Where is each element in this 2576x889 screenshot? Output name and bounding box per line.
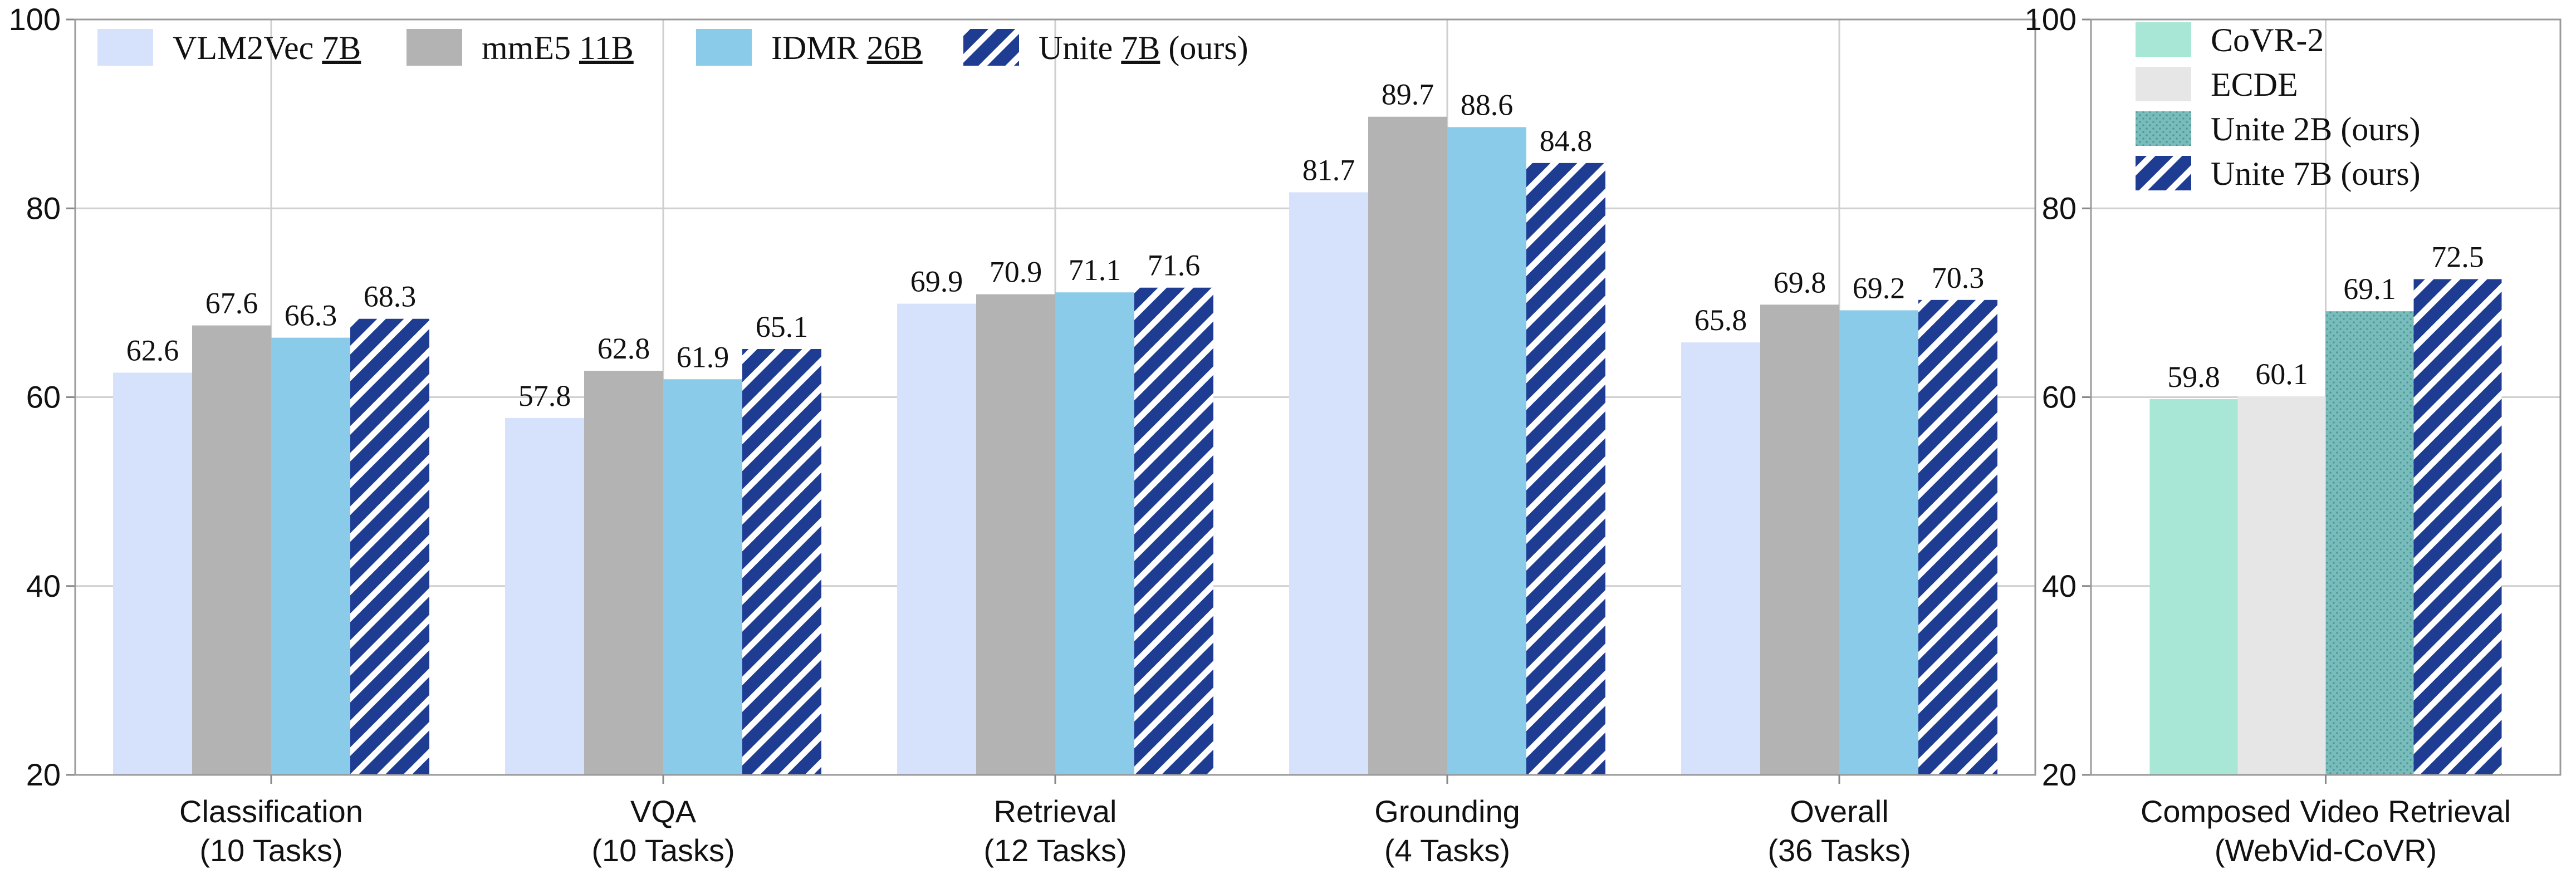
legend-swatch — [2136, 111, 2191, 146]
legend-entry: mmE5 11B — [482, 30, 634, 66]
bar — [1526, 163, 1605, 775]
x-tick-label: (12 Tasks) — [983, 833, 1127, 868]
legend-model-size: 7B — [322, 30, 361, 66]
bar — [2413, 279, 2502, 775]
x-tick-label: (36 Tasks) — [1767, 833, 1911, 868]
bar-value-label: 65.1 — [756, 310, 809, 343]
bar-value-label: 68.3 — [364, 280, 417, 313]
bar — [113, 372, 192, 775]
bar — [976, 294, 1055, 775]
bar — [663, 379, 742, 775]
legend-entry: ECDE — [2211, 66, 2298, 103]
bar — [350, 318, 429, 775]
y-tick-label: 40 — [2042, 568, 2077, 603]
legend-entry: IDMR 26B — [771, 30, 923, 66]
legend-entry: Unite 2B (ours) — [2211, 111, 2421, 148]
bar — [584, 371, 663, 775]
bar-value-label: 69.9 — [910, 265, 963, 298]
legend-model-size: 11B — [579, 30, 634, 66]
bar-value-label: 62.8 — [598, 332, 650, 365]
bar-value-label: 71.6 — [1148, 249, 1201, 282]
bar — [271, 337, 350, 775]
legend-swatch — [696, 29, 752, 66]
bar — [1289, 192, 1368, 775]
y-tick-label: 20 — [2042, 757, 2077, 792]
bar — [2325, 311, 2414, 775]
y-tick-label: 80 — [26, 190, 61, 225]
x-tick-label: (10 Tasks) — [591, 833, 734, 868]
legend-swatch — [407, 29, 462, 66]
bar-value-label: 65.8 — [1695, 303, 1747, 337]
legend-entry: Unite 7B (ours) — [1039, 30, 1248, 66]
bar-value-label: 72.5 — [2431, 240, 2484, 273]
bar-value-label: 71.1 — [1069, 253, 1122, 287]
main-benchmark-chart: 20 40 60 80 100 62.6 67.6 66.3 68.3 57.8 62.8 61.9 6… — [9, 2, 2036, 868]
bar — [2237, 396, 2326, 775]
x-tick-label: Grounding — [1374, 794, 1520, 829]
bar — [897, 303, 976, 775]
bar — [1918, 299, 1997, 775]
legend-swatch — [2136, 22, 2191, 57]
legend-suffix: (ours) — [1168, 30, 1248, 66]
bar — [1760, 304, 1839, 775]
legend-model-size: 26B — [867, 30, 923, 66]
bar-value-label: 66.3 — [285, 299, 337, 332]
y-tick-label: 100 — [2025, 2, 2077, 37]
x-tick-label: Composed Video Retrieval — [2141, 794, 2511, 829]
y-tick-label: 40 — [26, 568, 61, 603]
legend-entry: VLM2Vec 7B — [173, 30, 361, 66]
bar-value-label: 81.7 — [1302, 153, 1355, 186]
bar-value-label: 60.1 — [2255, 357, 2308, 391]
x-tick-label: Classification — [179, 794, 363, 829]
legend-swatch — [97, 29, 153, 66]
y-tick-label: 100 — [9, 2, 61, 37]
x-tick-label: (10 Tasks) — [199, 833, 342, 868]
bar-value-label: 69.1 — [2343, 272, 2396, 306]
bar — [2149, 399, 2238, 775]
bar — [505, 418, 584, 775]
bar — [1368, 116, 1447, 775]
legend-swatch — [963, 29, 1019, 66]
video-retrieval-chart: 20 40 60 80 100 59.8 60.1 69.1 72.5 Composed Vide… — [2025, 2, 2562, 868]
y-tick-label: 20 — [26, 757, 61, 792]
bar-value-label: 62.6 — [126, 333, 179, 367]
bar — [192, 325, 271, 775]
bar-value-label: 69.2 — [1853, 271, 1906, 304]
bar-value-label: 89.7 — [1382, 78, 1434, 111]
legend-series-name: mmE5 — [482, 30, 571, 66]
bar — [1839, 310, 1918, 775]
bar — [1055, 292, 1134, 775]
legend-swatch — [2136, 156, 2191, 190]
legend-series-name: IDMR — [771, 30, 859, 66]
bar-value-label: 57.8 — [518, 379, 571, 412]
y-tick-label: 60 — [2042, 380, 2077, 415]
y-tick-label: 60 — [26, 380, 61, 415]
x-tick-label: Retrieval — [994, 794, 1117, 829]
bar-value-label: 70.3 — [1932, 261, 1985, 294]
bar — [1447, 127, 1526, 775]
legend-swatch — [2136, 67, 2191, 101]
x-tick-label: Overall — [1790, 794, 1888, 829]
x-tick-label: (WebVid-CoVR) — [2215, 833, 2437, 868]
bar-value-label: 88.6 — [1461, 88, 1514, 121]
legend-series-name: VLM2Vec — [173, 30, 314, 66]
legend-model-size: 7B — [1121, 30, 1160, 66]
x-tick-label: VQA — [630, 794, 697, 829]
bar — [1134, 287, 1213, 775]
y-tick-label: 80 — [2042, 190, 2077, 225]
legend-entry: Unite 7B (ours) — [2211, 155, 2421, 192]
bar — [1681, 342, 1760, 775]
bar-value-label: 84.8 — [1540, 124, 1593, 158]
bar-value-label: 70.9 — [990, 256, 1042, 289]
bar — [742, 348, 821, 775]
x-tick-label: (4 Tasks) — [1384, 833, 1510, 868]
bar-value-label: 67.6 — [205, 287, 258, 320]
legend-series-name: Unite — [1039, 30, 1113, 66]
bar-value-label: 69.8 — [1774, 266, 1826, 299]
legend-entry: CoVR-2 — [2211, 22, 2324, 58]
bar-value-label: 59.8 — [2167, 360, 2220, 394]
bar-value-label: 61.9 — [677, 340, 729, 374]
